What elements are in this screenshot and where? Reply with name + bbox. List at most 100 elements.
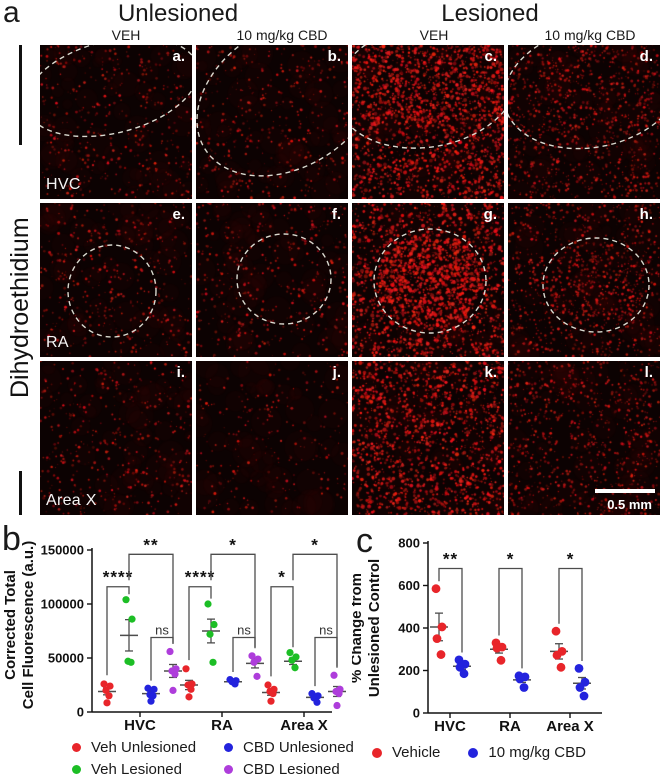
- svg-text:*: *: [567, 550, 575, 569]
- tile-letter: j.: [332, 364, 341, 381]
- red-dot-icon: [372, 747, 382, 758]
- legend-panel-b: Veh Unlesioned Veh Lesioned CBD Unlesion…: [72, 738, 354, 775]
- group-header-lesioned: Lesioned: [441, 0, 539, 27]
- svg-text:Area X: Area X: [280, 717, 328, 734]
- stain-bracket-bottom: [18, 471, 22, 515]
- micrograph-tile-f: f.: [196, 203, 348, 357]
- svg-text:RA: RA: [499, 718, 521, 735]
- row-label-ra: RA: [46, 334, 69, 351]
- scale-bar: [595, 489, 655, 493]
- micrograph-tile-e: e. RA: [40, 203, 192, 357]
- micrograph-grid: a. HVC b. c. d. e. RA f.: [40, 45, 660, 515]
- micrograph-tile-h: h.: [508, 203, 660, 357]
- tile-letter: l.: [644, 364, 653, 381]
- legend-item-veh-lesioned: Veh Lesioned: [72, 760, 224, 775]
- stain-label: Dihydroethidium: [5, 217, 34, 399]
- micrograph-tile-d: d.: [508, 45, 660, 199]
- svg-text:0: 0: [413, 706, 420, 721]
- svg-text:**: **: [443, 550, 458, 569]
- legend-label: Veh Unlesioned: [91, 739, 197, 756]
- panel-b-letter: b: [2, 520, 21, 558]
- scale-bar-label: 0.5 mm: [607, 497, 652, 512]
- legend-label: 10 mg/kg CBD: [488, 744, 586, 761]
- legend-item-10mgkg-cbd: 10 mg/kg CBD: [468, 744, 586, 761]
- micrograph-image: [196, 45, 348, 199]
- svg-text:200: 200: [398, 663, 420, 678]
- svg-text:ns: ns: [319, 622, 333, 637]
- legend-label: CBD Unlesioned: [243, 739, 354, 756]
- svg-text:50000: 50000: [48, 651, 84, 666]
- micrograph-tile-g: g.: [352, 203, 504, 357]
- legend-item-cbd-unlesioned: CBD Unlesioned: [224, 738, 354, 757]
- micrograph-tile-i: i. Area X: [40, 361, 192, 515]
- tile-letter: k.: [484, 364, 497, 381]
- svg-text:****: ****: [103, 568, 133, 587]
- micrograph-image: [508, 45, 660, 199]
- purple-dot-icon: [224, 765, 233, 774]
- micrograph-image: [352, 361, 504, 515]
- panel-a-letter: a: [3, 0, 20, 29]
- micrograph-tile-k: k.: [352, 361, 504, 515]
- micrograph-tile-c: c.: [352, 45, 504, 199]
- micrograph-image: [508, 203, 660, 357]
- tile-letter: h.: [639, 206, 653, 223]
- stain-axis: Dihydroethidium: [0, 45, 40, 515]
- micrograph-tile-j: j.: [196, 361, 348, 515]
- panel-c-letter: c: [356, 522, 373, 560]
- tile-letter: b.: [327, 48, 341, 65]
- fluorescence-scatter-chart: 0 50000 100000 150000 HVC RA Area X Corrected T…: [2, 535, 346, 734]
- tile-letter: f.: [331, 206, 341, 223]
- tile-letter: e.: [172, 206, 185, 223]
- legend-label: Vehicle: [392, 744, 441, 761]
- svg-text:800: 800: [398, 536, 420, 551]
- svg-text:150000: 150000: [41, 543, 84, 558]
- svg-text:100000: 100000: [41, 597, 84, 612]
- micrograph-tile-l: l. 0.5 mm: [508, 361, 660, 515]
- percent-change-scatter-chart: 0 200 400 600 800 HVC RA Area X % Change fromUnl…: [352, 536, 602, 735]
- red-dot-icon: [72, 743, 81, 752]
- blue-dot-icon: [224, 743, 233, 752]
- column-header-cbd-2: 10 mg/kg CBD: [544, 27, 636, 43]
- svg-text:*: *: [229, 535, 237, 554]
- svg-text:*: *: [311, 535, 319, 554]
- legend-item-veh-unlesioned: Veh Unlesioned: [72, 738, 224, 757]
- svg-text:*: *: [278, 568, 286, 587]
- svg-text:ns: ns: [155, 622, 169, 637]
- svg-text:**: **: [143, 535, 158, 554]
- column-header-veh-1: VEH: [111, 27, 141, 43]
- blue-dot-icon: [468, 747, 479, 758]
- svg-text:600: 600: [398, 578, 420, 593]
- svg-text:400: 400: [398, 621, 420, 636]
- tile-letter: i.: [176, 364, 185, 381]
- legend-panel-c: Vehicle 10 mg/kg CBD: [372, 744, 586, 761]
- micrograph-tile-a: a. HVC: [40, 45, 192, 199]
- tile-letter: a.: [172, 48, 185, 65]
- micrograph-tile-b: b.: [196, 45, 348, 199]
- legend-label: CBD Lesioned: [243, 761, 340, 775]
- tile-letter: c.: [484, 48, 497, 65]
- micrograph-image: [196, 361, 348, 515]
- legend-label: Veh Lesioned: [91, 761, 182, 775]
- micrograph-image: [40, 361, 192, 515]
- svg-text:Corrected Total: Corrected Total: [2, 570, 19, 680]
- svg-text:ns: ns: [237, 622, 251, 637]
- legend-item-cbd-lesioned: CBD Lesioned: [224, 760, 354, 775]
- tile-letter: d.: [639, 48, 653, 65]
- tile-letter: g.: [483, 206, 497, 223]
- svg-text:0: 0: [77, 705, 84, 720]
- column-header-cbd-1: 10 mg/kg CBD: [236, 27, 328, 43]
- stain-bracket-top: [18, 45, 22, 145]
- micrograph-image: [352, 45, 504, 199]
- svg-text:*: *: [507, 550, 515, 569]
- svg-text:% Change from: % Change from: [352, 573, 365, 683]
- svg-text:Cell Fluorescence (a.u.): Cell Fluorescence (a.u.): [20, 541, 37, 709]
- svg-text:Unlesioned Control: Unlesioned Control: [366, 559, 383, 697]
- svg-text:HVC: HVC: [434, 718, 466, 735]
- column-header-veh-2: VEH: [419, 27, 449, 43]
- green-dot-icon: [72, 765, 81, 774]
- svg-text:RA: RA: [211, 717, 233, 734]
- row-label-hvc: HVC: [46, 176, 81, 193]
- row-label-area-x: Area X: [46, 492, 97, 509]
- svg-text:HVC: HVC: [124, 717, 156, 734]
